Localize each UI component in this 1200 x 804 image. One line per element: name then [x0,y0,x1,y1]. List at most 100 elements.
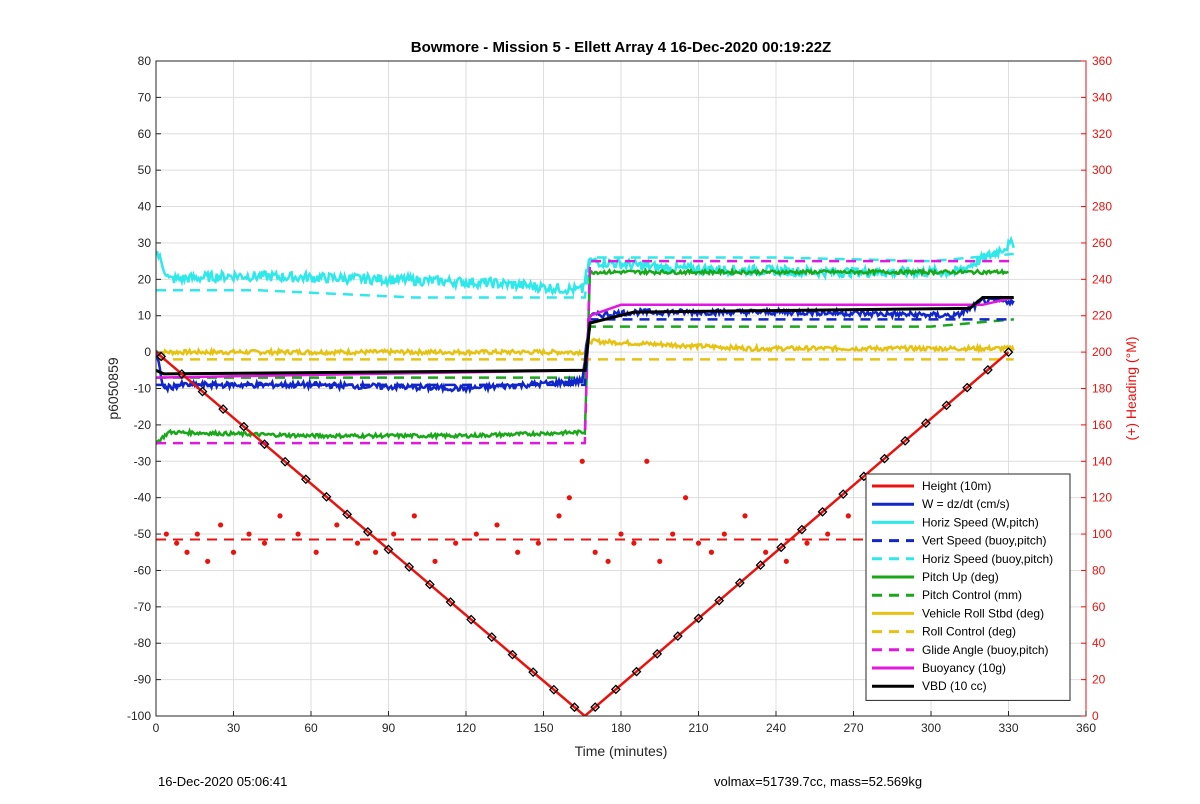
y-right-tick-label: 260 [1092,236,1112,250]
height-marker [466,614,477,625]
heading-point [783,558,789,564]
heading-point [631,540,637,546]
x-tick-label: 300 [921,721,941,735]
height-marker [383,544,394,555]
y-tick-label: 80 [138,54,152,68]
y-right-tick-label: 40 [1092,636,1106,650]
series-pitch-up-deg [156,266,1009,445]
y-tick-label: -70 [134,600,152,614]
heading-point [605,558,611,564]
y-tick-label: -50 [134,527,152,541]
height-marker [259,439,270,450]
heading-point [205,558,211,564]
legend-label: Horiz Speed (buoy,pitch) [922,552,1053,566]
y-tick-label: 60 [138,127,152,141]
y-right-tick-label: 100 [1092,527,1112,541]
height-marker [714,595,725,606]
legend-label: Height (10m) [922,479,991,493]
heading-point [453,540,459,546]
heading-point [708,549,715,555]
height-marker [610,684,621,695]
height-marker [900,435,911,446]
height-marker [218,404,229,415]
heading-point [825,531,831,537]
y-tick-label: -80 [134,636,152,650]
heading-point [845,513,851,519]
heading-point [174,540,180,546]
height-marker [548,684,559,695]
y-right-tick-label: 0 [1092,709,1099,723]
y-right-tick-label: 160 [1092,418,1112,432]
heading-point [566,495,572,501]
legend-label: Vehicle Roll Stbd (deg) [922,606,1044,620]
legend: Height (10m) W = dz/dt (cm/s) Horiz Speed … [865,473,1071,701]
height-marker [486,632,497,643]
heading-point [742,513,748,519]
legend-label: Pitch Up (deg) [922,570,999,584]
series-pitch-control-mm [156,318,1014,379]
y-right-tick-label: 180 [1092,382,1112,396]
y-right-tick-label: 320 [1092,127,1112,141]
x-tick-label: 240 [766,721,786,735]
chart-title: Bowmore - Mission 5 - Ellett Array 4 16-… [411,39,831,56]
heading-point [682,495,689,501]
heading-point [163,531,169,537]
height-marker [197,386,208,397]
heading-point [372,549,379,555]
height-marker [941,400,952,411]
height-marker [817,506,828,517]
heading-point [391,531,397,537]
x-tick-label: 120 [456,721,476,735]
x-tick-label: 0 [153,721,160,735]
height-marker [1003,347,1014,358]
y-right-tick-label: 220 [1092,309,1112,323]
heading-point [217,522,224,528]
heading-point [261,540,268,546]
y-tick-label: 10 [138,309,152,323]
heading-point [411,513,417,519]
x-tick-label: 150 [533,721,553,735]
x-tick-label: 270 [843,721,863,735]
height-marker [280,456,291,467]
x-tick-label: 360 [1076,721,1096,735]
heading-point [579,458,585,464]
legend-box [865,473,1071,701]
heading-point [230,549,237,555]
height-marker [238,421,249,432]
height-marker [734,577,745,588]
heading-point [432,558,438,564]
y-tick-label: -60 [134,563,152,577]
height-marker [445,597,456,607]
height-marker [176,369,187,379]
series-height [156,351,1010,716]
y-tick-label: -20 [134,418,152,432]
height-marker [879,453,890,464]
heading-point [556,513,562,519]
height-marker [755,560,766,571]
y-tick-label: 20 [138,272,152,286]
y-tick-label: 40 [138,200,152,214]
heading-point [721,531,727,537]
legend-label: Roll Control (deg) [922,625,1016,639]
legend-label: Pitch Control (mm) [922,588,1022,602]
footer-timestamp: 16-Dec-2020 05:06:41 [158,774,288,789]
y-tick-label: 70 [138,90,152,104]
heading-point [670,531,676,537]
legend-label: Horiz Speed (W,pitch) [922,515,1039,529]
y-right-tick-label: 340 [1092,90,1112,104]
height-marker [404,562,415,572]
y-tick-label: -30 [134,454,152,468]
x-tick-label: 180 [611,721,631,735]
y-tick-label: -90 [134,673,152,687]
y-right-tick-label: 280 [1092,200,1112,214]
height-marker [569,702,580,713]
height-marker [424,579,435,590]
x-tick-label: 90 [382,721,396,735]
height-marker [962,382,973,393]
legend-label: Buoyancy (10g) [922,661,1006,675]
y-tick-label: 0 [144,345,151,359]
heading-point [515,549,521,555]
height-marker [362,526,373,537]
x-axis-label: Time (minutes) [575,743,668,759]
